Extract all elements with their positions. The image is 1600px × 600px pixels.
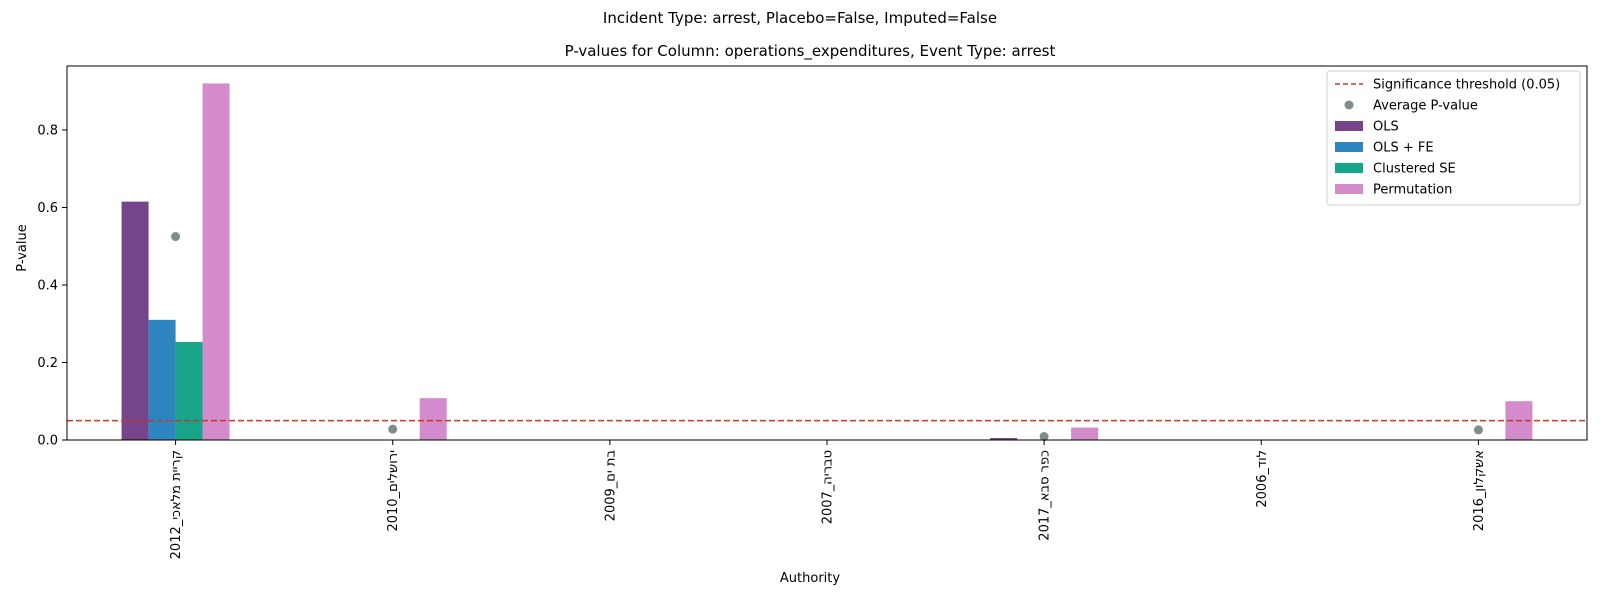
average-point-1: [388, 424, 398, 434]
x-tick-label-0: קריית מלאכי_2012: [169, 450, 184, 559]
x-axis-label: Authority: [780, 571, 840, 586]
y-tick-label-1: 0.2: [37, 356, 58, 371]
x-tick-label-4: כפר סבא_2017: [1038, 450, 1053, 541]
plot-frame: [66, 65, 1588, 441]
y-axis-label: P-value: [15, 224, 30, 271]
y-tick-label-2: 0.4: [37, 278, 58, 293]
chart-suptitle: Incident Type: arrest, Placebo=False, Im…: [603, 9, 997, 27]
y-axis: 0.0 0.2 0.4 0.6 0.8: [37, 123, 67, 449]
legend-average-p-value-label: Average P-value: [1373, 99, 1478, 114]
bar-ols-4: [990, 438, 1018, 440]
x-tick-label-3: טבריה_2007: [821, 450, 836, 524]
bar-permutation-4: [1071, 427, 1099, 440]
legend-average-p-value-swatch: [1344, 100, 1354, 110]
bar-clustered-se-0: [175, 341, 203, 440]
legend-ols-fe-swatch: [1335, 142, 1363, 152]
chart-title: P-values for Column: operations_expendit…: [565, 42, 1056, 61]
legend: Significance threshold (0.05) Average P-v…: [1326, 70, 1581, 206]
average-point-4: [1039, 432, 1049, 442]
bar-permutation-1: [419, 398, 447, 440]
x-tick-label-1: ירושלים_2010: [386, 450, 401, 532]
x-tick-label-2: בת ים_2009: [603, 450, 618, 521]
bar-permutation-0: [202, 83, 230, 440]
legend-clustered-se-label: Clustered SE: [1373, 162, 1456, 177]
legend-clustered-se-swatch: [1335, 163, 1363, 173]
bar-ols-0: [121, 201, 149, 440]
y-tick-label-4: 0.8: [37, 123, 58, 138]
legend-ols-swatch: [1335, 121, 1363, 131]
plot-area: [67, 83, 1587, 442]
legend-permutation-label: Permutation: [1373, 183, 1452, 198]
legend-significance-threshold-0-05-label: Significance threshold (0.05): [1373, 78, 1560, 93]
legend-box: [1326, 70, 1581, 206]
legend-ols-label: OLS: [1373, 120, 1399, 135]
x-axis: קריית מלאכי_2012 ירושלים_2010 בת ים_2009 טב…: [169, 440, 1487, 559]
y-tick-label-3: 0.6: [37, 201, 58, 216]
x-tick-label-5: לוד_2006: [1255, 450, 1270, 508]
legend-ols-fe-label: OLS + FE: [1373, 141, 1434, 156]
bar-ols-fe-0: [148, 319, 176, 440]
y-tick-label-0: 0.0: [37, 434, 58, 449]
x-tick-label-6: אשקלון_2016: [1472, 450, 1487, 531]
average-point-0: [171, 232, 181, 242]
average-point-6: [1473, 425, 1483, 435]
legend-permutation-swatch: [1335, 184, 1363, 194]
